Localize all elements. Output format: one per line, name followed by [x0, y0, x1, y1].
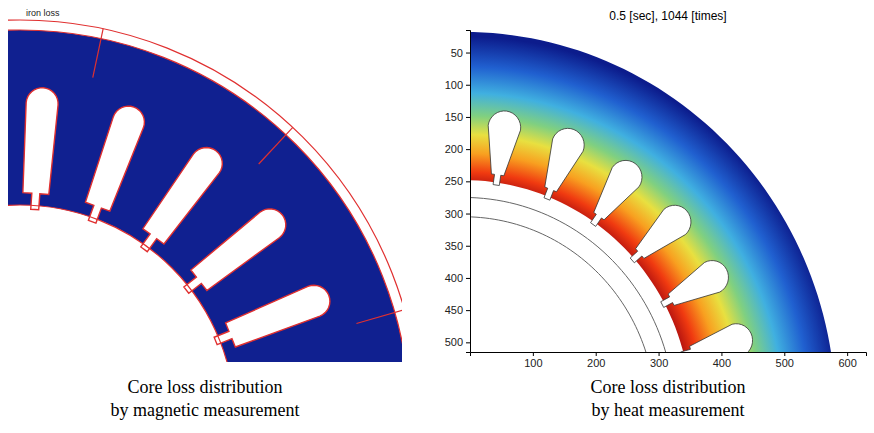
panel-magnetic	[8, 20, 402, 362]
tick-label: 600	[838, 357, 856, 369]
tick-mark	[596, 352, 597, 356]
slot	[488, 111, 520, 186]
tick-label: 300	[445, 208, 463, 220]
tick: 350	[445, 240, 470, 252]
tick-mark	[466, 214, 470, 215]
tick-label: 500	[776, 357, 794, 369]
tick-label: 150	[445, 111, 463, 123]
slot	[591, 160, 642, 226]
figure: iron loss Core loss distribution by magnet…	[0, 0, 874, 433]
tick-mark	[466, 117, 470, 118]
tick-mark	[466, 181, 470, 182]
caption: Core loss distribution	[127, 377, 282, 397]
slot	[23, 88, 58, 210]
slot	[141, 148, 223, 252]
plot-area	[470, 32, 836, 352]
tick-label: 300	[650, 357, 668, 369]
tick-label: 200	[445, 143, 463, 155]
tick: 500	[776, 352, 794, 369]
tick-mark	[466, 149, 470, 150]
tick-label: 450	[445, 304, 463, 316]
tick-mark	[466, 278, 470, 279]
axis-line	[466, 31, 471, 353]
tick-mark	[847, 352, 848, 356]
tick-label: 500	[445, 336, 463, 348]
tick: 300	[445, 208, 470, 220]
tick-mark	[784, 352, 785, 356]
axis-line	[471, 353, 867, 357]
x-axis: 100 200 300 400 500 600	[471, 352, 867, 369]
rotor	[470, 197, 674, 352]
outline	[8, 30, 402, 362]
annotation: iron loss	[26, 8, 60, 18]
tick-label: 200	[587, 357, 605, 369]
tick: 400	[713, 352, 731, 369]
slot	[630, 205, 691, 263]
loss-map	[470, 32, 836, 352]
tick: 200	[445, 143, 470, 155]
outline	[8, 205, 235, 362]
tick-label: 400	[445, 272, 463, 284]
tick: 100	[524, 352, 542, 369]
slot	[681, 324, 753, 352]
tick: 400	[445, 272, 470, 284]
sector-line	[259, 127, 293, 164]
caption: Core loss distribution	[590, 377, 745, 397]
tick-mark	[466, 246, 470, 247]
tick-mark	[533, 352, 534, 356]
slot	[184, 209, 286, 293]
tick: 50	[451, 47, 470, 59]
loss-map	[8, 30, 402, 362]
tick-mark	[466, 53, 470, 54]
tick-label: 350	[445, 240, 463, 252]
caption: by magnetic measurement	[111, 400, 300, 420]
slot	[214, 285, 330, 347]
slot	[544, 128, 584, 200]
tick-mark	[466, 85, 470, 86]
slot	[661, 261, 729, 308]
tick-mark	[659, 352, 660, 356]
title: 0.5 [sec], 1044 [times]	[609, 9, 726, 23]
tick: 450	[445, 304, 470, 316]
tick-label: 250	[445, 175, 463, 187]
tick-label: 400	[713, 357, 731, 369]
tick-label: 100	[445, 79, 463, 91]
y-axis: 50 100 150 200 250 300 350 400 450 500	[445, 31, 471, 353]
tick: 250	[445, 175, 470, 187]
tick: 100	[445, 79, 470, 91]
tick-mark	[466, 310, 470, 311]
tick: 200	[587, 352, 605, 369]
tick-label: 50	[451, 47, 463, 59]
sector-line	[356, 310, 402, 324]
outline	[8, 20, 402, 362]
tick: 300	[650, 352, 668, 369]
slot	[85, 106, 144, 223]
tick-mark	[466, 342, 470, 343]
tick-mark	[721, 352, 722, 356]
rotor-outline	[470, 217, 646, 352]
tick: 600	[838, 352, 856, 369]
sector-line	[93, 29, 103, 78]
tick: 500	[445, 336, 470, 348]
tick-label: 100	[524, 357, 542, 369]
caption: by heat measurement	[592, 400, 745, 420]
tick: 150	[445, 111, 470, 123]
